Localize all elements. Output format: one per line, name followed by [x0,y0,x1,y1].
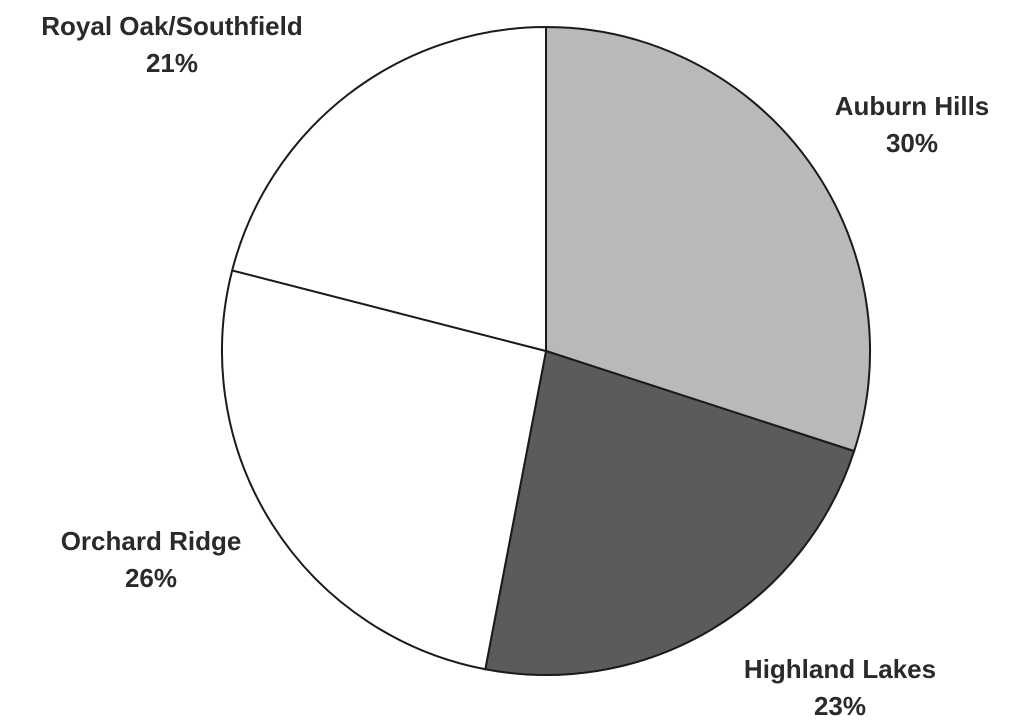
slice-value-auburn-hills: 30% [886,128,938,158]
pie-slice-royal-oak-southfield [231,26,547,352]
pie-labels: Auburn Hills 30% Highland Lakes 23% Orchard … [41,11,989,721]
slice-value-royal-oak-southfield: 21% [146,48,198,78]
pie-slice-auburn-hills [545,26,871,453]
slice-value-orchard-ridge: 26% [125,563,177,593]
pie-slices [221,26,871,676]
slice-label-auburn-hills: Auburn Hills [835,91,990,121]
slice-label-orchard-ridge: Orchard Ridge [61,526,242,556]
slice-value-highland-lakes: 23% [814,691,866,721]
slice-label-royal-oak-southfield: Royal Oak/Southfield [41,11,303,41]
slice-label-highland-lakes: Highland Lakes [744,654,936,684]
pie-slice-orchard-ridge [221,269,547,671]
pie-slice-highland-lakes [484,350,856,676]
